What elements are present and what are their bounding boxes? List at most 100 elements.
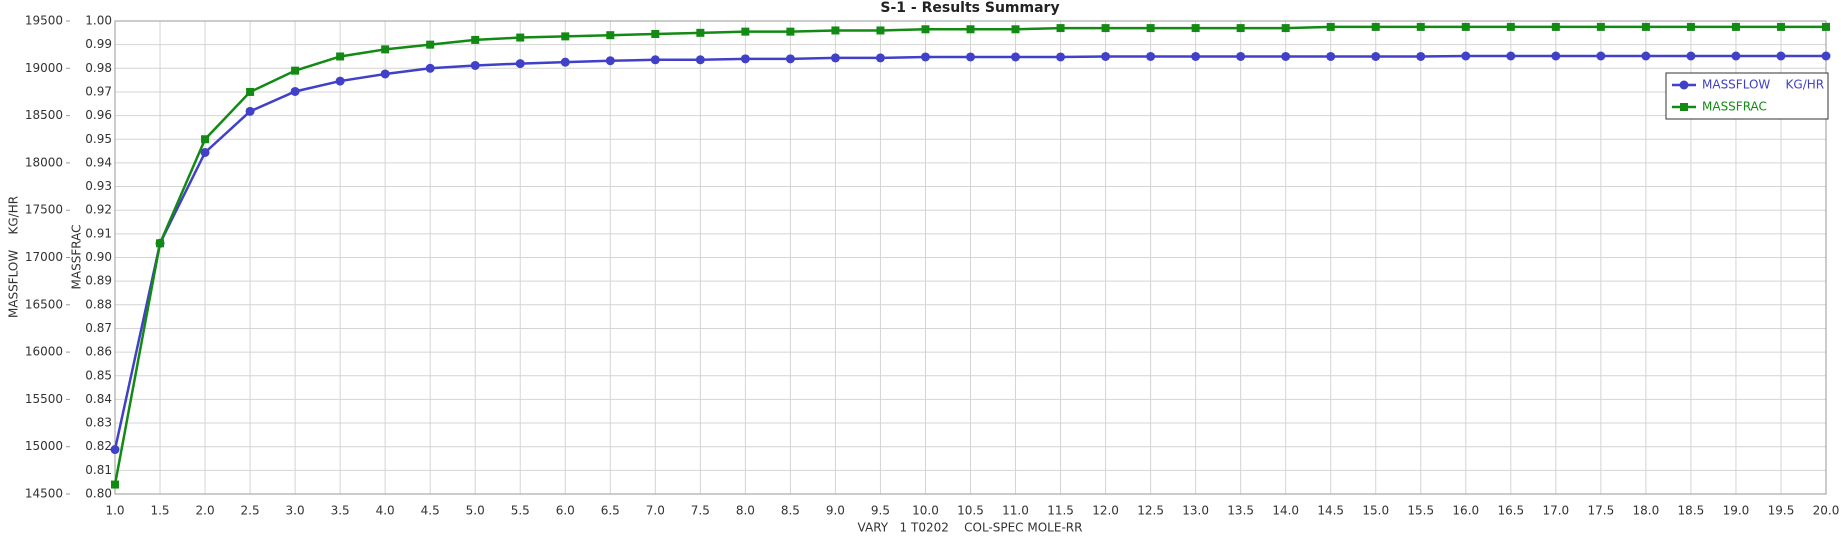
y-tick-label: 15500 [25,392,63,406]
y-tick-label: 15000 [25,439,63,453]
data-point [1326,51,1336,61]
x-tick-label: 18.0 [1633,504,1660,518]
data-point [1146,24,1155,33]
data-point [1686,51,1696,61]
x-tick-label: 4.0 [376,504,395,518]
data-point [876,26,885,35]
data-point [1461,51,1471,61]
data-point [1776,51,1786,61]
y2-tick-label: 0.80 [85,487,112,501]
x-tick-label: 19.5 [1768,504,1795,518]
data-point [1236,24,1245,33]
x-tick-label: 5.0 [466,504,485,518]
x-tick-label: 9.5 [871,504,890,518]
y-tick-label: 16500 [25,297,63,311]
data-point [1776,22,1785,31]
x-tick-label: 5.5 [511,504,530,518]
data-point [1191,51,1201,61]
data-point [1506,22,1515,31]
data-point [290,86,300,96]
data-point [1461,22,1470,31]
x-tick-label: 2.0 [196,504,215,518]
data-point [966,52,975,62]
data-point [1641,22,1650,31]
data-point [696,28,705,37]
data-point [470,60,480,70]
data-point [201,135,210,144]
data-point [740,54,750,64]
data-point [1011,52,1021,62]
legend-box [1665,72,1829,120]
data-point [786,27,795,36]
data-point [516,33,525,42]
data-point [1416,51,1426,61]
data-point [1326,22,1335,31]
y2-tick-label: 0.89 [85,274,112,288]
y2-tick-label: 0.81 [85,463,112,477]
x-tick-label: 10.0 [912,504,939,518]
x-tick-label: 15.0 [1362,504,1389,518]
data-point [246,87,255,96]
y2-tick-label: 0.94 [85,155,112,169]
legend-marker [1679,80,1689,90]
data-point [920,52,930,62]
y2-tick-label: 0.96 [85,108,112,122]
data-point [966,25,975,34]
x-tick-label: 16.5 [1497,504,1524,518]
y-tick-label: 19500 [25,14,63,28]
x-tick-label: 8.0 [736,504,755,518]
x-tick-label: 13.5 [1227,504,1254,518]
data-point [245,106,255,116]
data-point [291,66,300,75]
data-point [335,76,345,86]
data-point [1822,22,1830,31]
data-point [426,40,435,49]
data-point [741,27,750,36]
y2-tick-label: 0.92 [85,203,112,217]
data-point [831,26,840,35]
y-tick-label: 17500 [25,203,63,217]
x-tick-label: 3.0 [286,504,305,518]
y2-tick-label: 0.95 [85,132,112,146]
data-point [1641,51,1651,61]
data-point [471,35,480,44]
y2-tick-label: 0.90 [85,250,112,264]
y-tick-label: 19000 [25,61,63,75]
data-point [1596,22,1605,31]
y2-tick-label: 0.86 [85,345,112,359]
data-point [875,53,885,63]
x-tick-label: 10.5 [957,504,984,518]
data-point [111,480,119,489]
data-point [1731,51,1741,61]
y2-tick-label: 0.97 [85,84,112,98]
data-point [1821,51,1831,61]
y2-tick-label: 1.00 [85,14,112,28]
data-point [785,54,795,64]
data-point [1686,22,1695,31]
data-point [650,55,660,65]
data-point [1236,51,1246,61]
x-tick-label: 7.0 [646,504,665,518]
x-tick-label: 11.0 [1002,504,1029,518]
data-point [1011,25,1020,34]
data-point [1371,22,1380,31]
y-tick-label: 18000 [25,155,63,169]
data-point [1101,24,1110,33]
legend-marker [1680,103,1688,111]
data-point [561,32,570,41]
data-point [380,69,390,79]
data-point [651,30,660,39]
data-point [1416,22,1425,31]
data-point [515,59,525,69]
data-point [560,57,570,67]
y2-tick-label: 0.93 [85,179,112,193]
chart-title: S-1 - Results Summary [880,0,1059,16]
data-point [200,147,210,157]
y2-tick-label: 0.99 [85,37,112,51]
x-tick-label: 2.5 [241,504,260,518]
x-tick-label: 15.5 [1407,504,1434,518]
y2-tick-label: 0.85 [85,368,112,382]
data-point [1281,24,1290,33]
y-tick-label: 18500 [25,108,63,122]
x-tick-label: 17.0 [1542,504,1569,518]
